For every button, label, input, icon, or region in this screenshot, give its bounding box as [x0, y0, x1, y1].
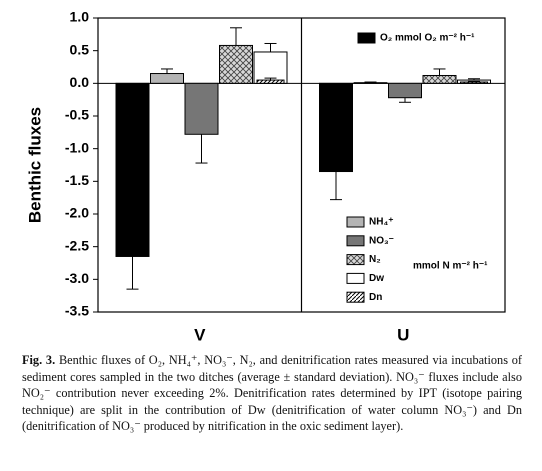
y-tick-label: -3.5	[65, 303, 89, 319]
legend-swatch	[346, 272, 365, 284]
bar	[353, 82, 388, 84]
bar	[460, 81, 488, 84]
y-tick-label: 0.5	[70, 41, 90, 57]
caption: Fig. 3. Benthic fluxes of O₂, NH₄⁺, NO₃⁻…	[22, 352, 522, 435]
y-tick-label: -2.0	[65, 205, 89, 221]
y-tick-label: -0.5	[65, 107, 89, 123]
legend-label: Dw	[369, 273, 384, 284]
legend-swatch	[346, 216, 365, 228]
legend-swatch	[346, 235, 365, 247]
legend-label: Dn	[369, 292, 382, 303]
legend-label: NO₃⁻	[369, 235, 394, 246]
caption-text: Benthic fluxes of O₂, NH₄⁺, NO₃⁻, N₂, an…	[22, 353, 522, 433]
x-tick-label: V	[194, 325, 206, 344]
legend-swatch	[346, 254, 365, 266]
bar	[219, 44, 253, 84]
caption-label: Fig. 3.	[22, 353, 56, 367]
legend-label: NH₄⁺	[369, 217, 394, 228]
x-tick-label: U	[397, 325, 409, 344]
y-tick-label: -3.0	[65, 270, 89, 286]
y-axis-label: Benthic fluxes	[25, 107, 44, 223]
y-tick-label: 1.0	[70, 9, 90, 25]
annotation: mmol N m⁻² h⁻¹	[413, 261, 488, 272]
y-tick-label: 0.0	[70, 74, 90, 90]
bar	[422, 74, 457, 84]
bar	[150, 73, 184, 84]
bar	[319, 82, 353, 173]
y-tick-label: -1.0	[65, 139, 89, 155]
bar	[256, 79, 285, 84]
legend-swatch	[346, 291, 365, 303]
legend-swatch	[357, 32, 376, 44]
bar	[388, 82, 422, 99]
y-tick-label: -2.5	[65, 237, 89, 253]
chart: Benthic fluxes mmol N m⁻² h⁻¹ 1.0 0.5 0.0 -…	[25, 9, 506, 344]
bar	[115, 82, 150, 257]
legend-label: N₂	[369, 254, 381, 265]
y-tick-label: -1.5	[65, 172, 89, 188]
bar	[184, 82, 219, 135]
legend-label: O₂ mmol O₂ m⁻² h⁻¹	[380, 33, 475, 44]
